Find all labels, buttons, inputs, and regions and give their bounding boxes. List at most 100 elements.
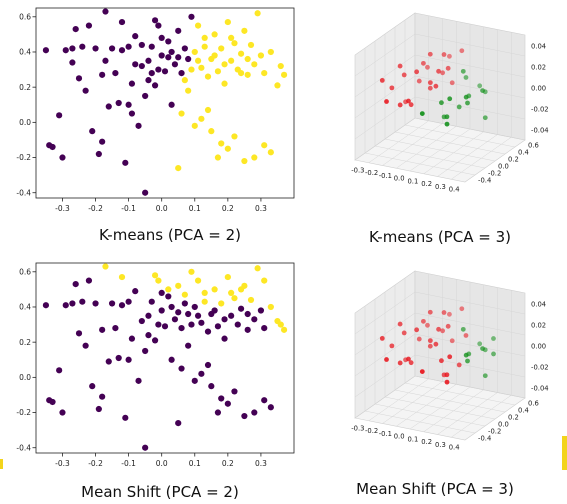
data-point <box>145 57 152 64</box>
data-point <box>151 272 159 279</box>
x-tick-label: 0.2 <box>222 459 234 468</box>
data-point <box>181 77 188 84</box>
data-point <box>401 72 407 78</box>
data-point <box>257 52 265 59</box>
grid-line <box>374 403 486 427</box>
data-point <box>168 356 175 363</box>
data-point <box>185 342 192 349</box>
data-point <box>224 145 231 152</box>
data-point <box>92 45 99 52</box>
data-point <box>466 93 472 99</box>
z-tick-label: 0.02 <box>531 322 546 330</box>
y-tick-label: -0.2 <box>16 153 31 162</box>
data-point <box>460 326 466 332</box>
x-tick-label: -0.2 <box>88 204 103 213</box>
data-point <box>194 277 202 284</box>
data-point <box>427 80 433 86</box>
data-point <box>161 68 169 75</box>
data-point <box>449 80 455 86</box>
data-point <box>42 47 50 54</box>
data-point <box>102 57 109 64</box>
x-tick-label: 0.3 <box>435 183 446 191</box>
data-point <box>105 103 112 110</box>
kmeans-3d-chart: -0.3 -0.2 -0.1 0.0 0.1 0.2 0.3 0.4-0.4-0.20.00.… <box>351 12 549 194</box>
data-point <box>389 85 395 91</box>
data-point <box>92 300 99 307</box>
data-point <box>72 26 79 33</box>
data-point <box>142 92 149 100</box>
data-point <box>397 321 403 327</box>
z-tick-label: -0.04 <box>531 127 549 135</box>
data-point <box>491 351 496 357</box>
data-point <box>175 54 182 61</box>
data-point <box>128 110 136 117</box>
data-point <box>416 78 422 84</box>
data-point <box>125 101 132 108</box>
y-tick-label: 0.2 <box>508 414 519 422</box>
data-point <box>224 273 231 281</box>
x-tick-label: 0.1 <box>189 459 201 468</box>
y-tick-label: 0.6 <box>19 12 31 21</box>
data-point <box>444 372 450 378</box>
data-point <box>115 99 122 107</box>
data-point <box>201 289 208 297</box>
data-point <box>231 388 238 395</box>
data-point <box>158 289 165 297</box>
x-tick-label: 0.0 <box>394 175 405 183</box>
data-point <box>414 327 420 333</box>
data-point <box>231 295 238 302</box>
data-point <box>188 66 195 73</box>
data-point <box>118 18 126 26</box>
data-point <box>168 303 175 311</box>
data-point <box>237 286 245 293</box>
data-point <box>85 22 93 29</box>
data-point <box>447 311 452 317</box>
data-point <box>56 112 63 119</box>
y-tick-label: 0.6 <box>19 267 31 276</box>
data-point <box>198 64 205 71</box>
data-point <box>441 310 447 315</box>
data-point <box>221 335 228 342</box>
y-tick-label: -0.4 <box>16 188 31 197</box>
data-point <box>401 330 407 336</box>
data-point <box>237 69 245 77</box>
data-point <box>138 41 145 49</box>
data-point <box>115 354 122 362</box>
data-point <box>132 61 139 68</box>
data-point <box>267 48 274 56</box>
data-point <box>425 322 430 328</box>
data-point <box>95 405 102 413</box>
y-tick-label: -0.4 <box>16 443 31 452</box>
data-point <box>165 38 172 45</box>
data-point <box>408 102 414 108</box>
data-point <box>181 291 188 298</box>
data-point <box>218 45 225 52</box>
data-point <box>465 358 470 364</box>
grid-line <box>384 396 496 420</box>
y-tick-label: 0.6 <box>528 142 539 150</box>
data-point <box>122 159 129 166</box>
data-point <box>125 43 132 50</box>
data-point <box>158 52 165 59</box>
data-point <box>274 82 281 89</box>
data-point <box>277 62 284 70</box>
grid-line <box>364 152 476 176</box>
data-point <box>99 138 106 145</box>
data-point <box>244 71 251 78</box>
data-point <box>433 83 439 89</box>
grid-line <box>414 33 526 57</box>
data-point <box>128 335 136 342</box>
data-point <box>241 412 248 420</box>
data-point <box>277 321 284 328</box>
data-point <box>244 326 251 333</box>
x-tick-label: -0.1 <box>121 204 136 213</box>
data-point <box>218 300 225 307</box>
data-point <box>59 154 66 161</box>
x-tick-label: -0.2 <box>88 459 103 468</box>
data-point <box>49 143 56 151</box>
data-point <box>228 289 235 297</box>
data-point <box>403 357 408 363</box>
data-point <box>251 61 258 68</box>
x-tick-label: -0.3 <box>55 204 70 213</box>
data-point <box>463 75 469 80</box>
